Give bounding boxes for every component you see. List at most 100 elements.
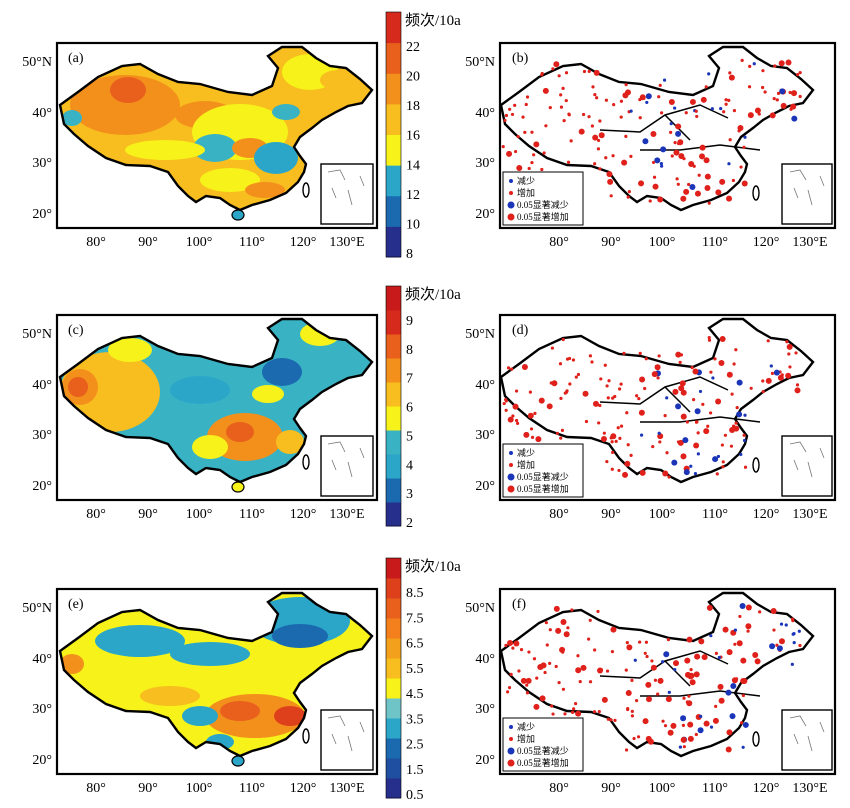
- station-dot: [507, 686, 512, 690]
- station-dot: [785, 372, 792, 379]
- station-dot: [551, 712, 555, 716]
- station-dot: [598, 119, 602, 123]
- colorbar-tick: 8.5: [406, 586, 424, 601]
- colorbar-segment: [386, 698, 401, 719]
- station-dot: [554, 664, 558, 669]
- station-dot: [638, 180, 645, 187]
- station-dot: [544, 124, 548, 128]
- station-dot: [587, 69, 591, 74]
- station-dot: [687, 182, 691, 187]
- station-dot: [592, 710, 597, 714]
- station-dot: [528, 390, 532, 394]
- colorbar-tick: 20: [406, 70, 420, 85]
- panel-label: (a): [68, 51, 84, 66]
- longitude-label: 120°: [753, 781, 780, 796]
- station-dot: [509, 672, 513, 676]
- station-dot: [707, 72, 711, 76]
- station-dot: [752, 62, 756, 66]
- station-dot: [701, 654, 708, 661]
- station-dot: [740, 58, 744, 62]
- station-dot: [610, 440, 614, 444]
- station-dot: [797, 629, 801, 633]
- station-dot: [508, 107, 512, 111]
- station-dot: [517, 669, 521, 673]
- station-dot: [769, 364, 773, 368]
- station-dot: [606, 396, 610, 400]
- longitude-label: 100°: [186, 781, 213, 796]
- longitude-label: 100°: [649, 507, 676, 522]
- station-dot: [532, 657, 537, 661]
- station-dot: [612, 103, 616, 107]
- station-dot: [661, 719, 665, 723]
- station-dot: [540, 167, 544, 172]
- station-dot: [619, 115, 623, 119]
- colorbar-tick: 3.5: [406, 712, 424, 727]
- station-dot: [738, 614, 742, 619]
- station-dot: [525, 683, 529, 687]
- station-dot: [582, 390, 589, 397]
- station-dot: [742, 438, 747, 443]
- latitude-label: 30°: [32, 702, 52, 717]
- station-dot: [630, 678, 634, 682]
- colorbar-segment: [386, 638, 401, 659]
- latitude-label: 40°: [475, 652, 495, 667]
- station-dot: [657, 677, 664, 684]
- colorbar-segment: [386, 358, 401, 383]
- colorbar-tick: 14: [406, 158, 420, 173]
- station-dot: [780, 102, 787, 109]
- colorbar-title: 频次/10a: [405, 286, 461, 303]
- station-dot: [773, 64, 777, 68]
- station-dot: [791, 115, 798, 122]
- station-dot: [689, 183, 696, 190]
- station-dot: [745, 604, 752, 611]
- station-dot: [707, 338, 712, 342]
- legend-sig-decrease: 0.05显著减少: [517, 745, 569, 756]
- station-dot: [778, 638, 785, 645]
- station-dot: [650, 664, 657, 671]
- station-dot: [707, 336, 711, 340]
- station-dot: [514, 418, 519, 423]
- longitude-label: 110°: [239, 781, 265, 796]
- station-dot: [752, 651, 759, 658]
- station-dot: [546, 403, 553, 410]
- station-dot: [588, 354, 593, 358]
- longitude-label: 80°: [86, 235, 106, 250]
- station-dot: [559, 436, 563, 440]
- station-dot: [571, 710, 575, 715]
- station-dot: [694, 190, 701, 197]
- station-dot: [706, 424, 710, 428]
- longitude-label: 80°: [549, 781, 569, 796]
- station-dot: [527, 166, 531, 171]
- station-dot: [697, 727, 704, 734]
- station-dot: [769, 112, 776, 119]
- legend: 减少 增加 0.05显著减少 0.05显著增加: [502, 443, 584, 498]
- station-dot: [642, 138, 649, 145]
- station-dot: [503, 118, 507, 122]
- station-dot: [559, 105, 564, 109]
- colorbar-tick: 10: [406, 217, 420, 232]
- colorbar-tick: 9: [406, 314, 413, 329]
- station-dot: [693, 671, 700, 678]
- station-dot: [689, 679, 696, 686]
- station-dot: [553, 61, 560, 68]
- station-dot: [624, 89, 631, 96]
- station-dots: [501, 58, 802, 205]
- station-dot: [667, 729, 674, 736]
- station-dot: [609, 194, 613, 198]
- station-dot: [787, 352, 791, 356]
- station-dot: [624, 134, 628, 138]
- station-dot: [696, 452, 700, 456]
- station-dot: [557, 74, 561, 78]
- longitude-label: 90°: [138, 507, 158, 522]
- latitude-label: 50°N: [22, 601, 52, 616]
- station-dot: [619, 99, 624, 103]
- panel-c: (c): [55, 313, 379, 502]
- station-dot: [657, 354, 661, 358]
- station-dot: [678, 745, 682, 749]
- station-dot: [694, 732, 698, 737]
- station-dot: [743, 135, 747, 139]
- station-dot: [639, 469, 646, 476]
- station-dot: [573, 702, 578, 706]
- colorbar-tick: 4.5: [406, 687, 424, 702]
- station-dot: [739, 165, 743, 169]
